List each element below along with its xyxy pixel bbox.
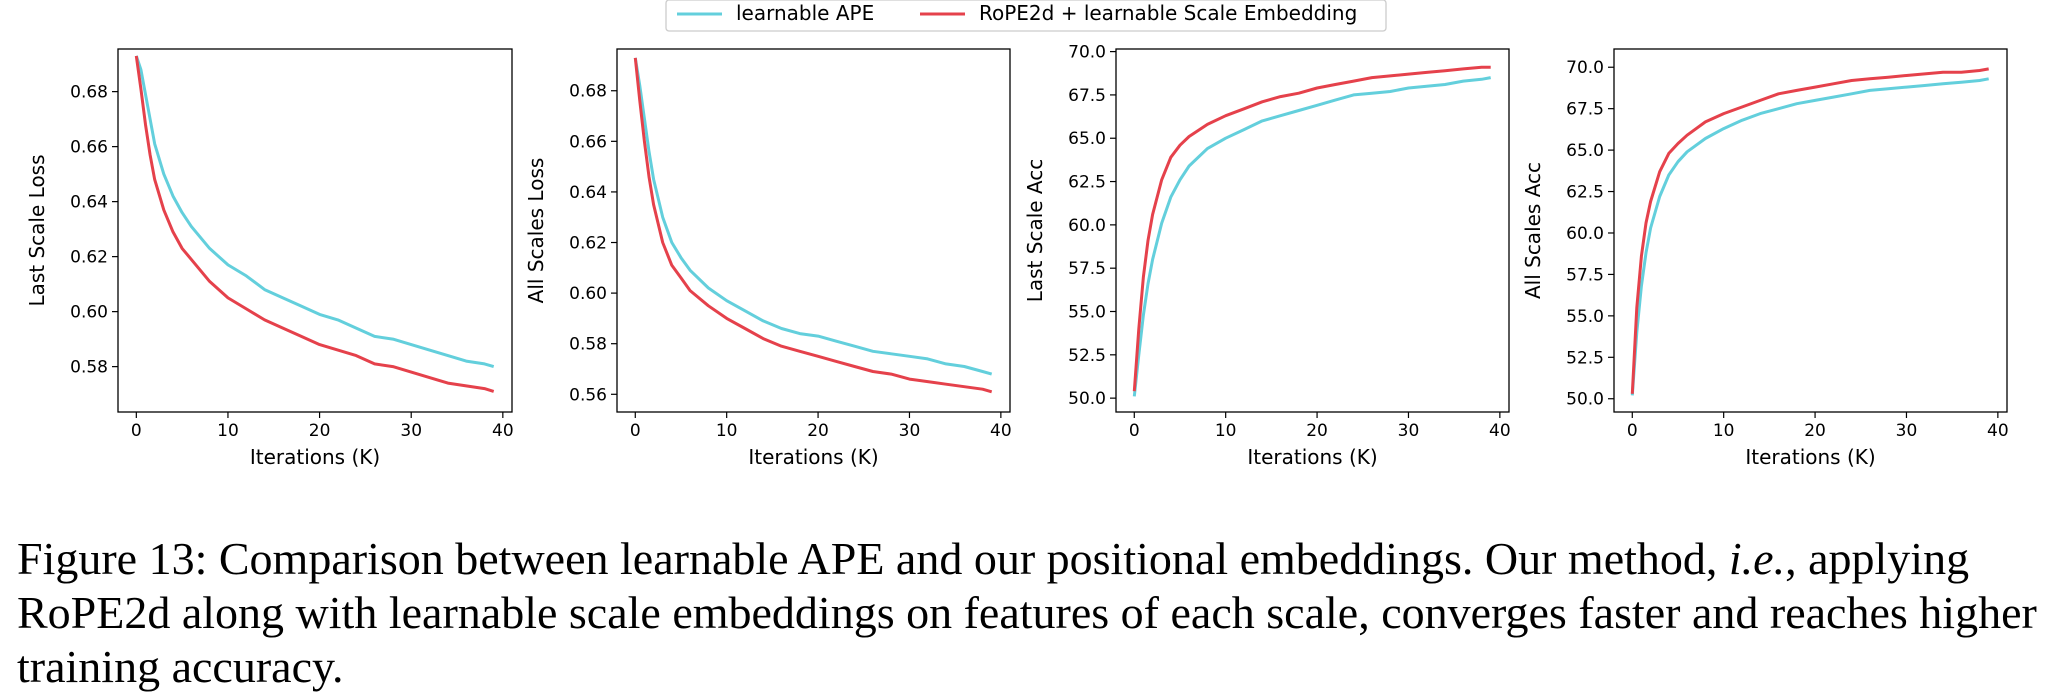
y-tick-label: 55.0 xyxy=(1068,303,1106,323)
y-tick-label: 62.5 xyxy=(1068,173,1106,193)
legend: learnable APE RoPE2d + learnable Scale E… xyxy=(665,0,1387,32)
chart-all-scales-acc: 0 10 20 30 40 50.0 52.5 55.0 57.5 60.0 62.5 65.0 67.… xyxy=(1521,48,2009,469)
series-line-rope2d-learnable-scale-embedding xyxy=(633,57,993,394)
x-tick-label: 30 xyxy=(1398,421,1420,441)
x-axis-label: Iterations (K) xyxy=(748,445,878,469)
y-tick-label: 60.0 xyxy=(1566,224,1604,244)
chart-all-scales-loss: 0 10 20 30 40 0.56 0.58 0.60 0.62 0.64 0.66 0.68 Ite… xyxy=(524,48,1012,469)
y-axis-label: All Scales Loss xyxy=(524,158,548,304)
y-tick-label: 0.56 xyxy=(569,385,607,405)
x-axis-label: Iterations (K) xyxy=(1745,445,1875,469)
chart-panels: 0 10 20 30 40 0.58 0.60 0.62 0.64 0.66 0.68 Iterati… xyxy=(25,43,2009,469)
y-tick-label: 65.0 xyxy=(1068,129,1106,149)
plot-frame xyxy=(1115,48,1510,413)
y-tick-label: 0.62 xyxy=(70,248,108,268)
x-tick-label: 30 xyxy=(899,421,921,441)
series-line-rope2d-learnable-scale-embedding xyxy=(1630,67,1989,394)
y-tick-label: 0.60 xyxy=(70,303,108,323)
y-tick-label: 0.68 xyxy=(569,82,607,102)
y-tick-label: 0.58 xyxy=(569,335,607,355)
y-tick-label: 70.0 xyxy=(1566,58,1604,78)
series-line-rope2d-learnable-scale-embedding xyxy=(1132,65,1491,392)
chart-last-scale-loss: 0 10 20 30 40 0.58 0.60 0.62 0.64 0.66 0.68 Iterati… xyxy=(25,48,514,469)
series-line-learnable-ape xyxy=(134,55,495,369)
series-line-learnable-ape xyxy=(1630,77,1989,396)
y-tick-label: 57.5 xyxy=(1068,259,1106,279)
y-tick-label: 52.5 xyxy=(1068,346,1106,366)
series-line-learnable-ape xyxy=(1132,76,1491,397)
x-tick-label: 40 xyxy=(1987,421,2009,441)
plot-frame xyxy=(117,48,513,413)
y-tick-label: 55.0 xyxy=(1566,307,1604,327)
y-tick-label: 0.64 xyxy=(70,193,108,213)
x-tick-label: 0 xyxy=(131,421,142,441)
caption-emphasis: i.e. xyxy=(1728,533,1786,584)
legend-label-learnable-ape: learnable APE xyxy=(736,1,874,25)
x-tick-label: 10 xyxy=(1713,421,1735,441)
y-tick-label: 67.5 xyxy=(1566,100,1604,120)
y-tick-label: 60.0 xyxy=(1068,216,1106,236)
y-tick-label: 0.58 xyxy=(70,358,108,378)
plot-frame xyxy=(1613,48,2008,413)
legend-label-rope2d: RoPE2d + learnable Scale Embedding xyxy=(979,1,1357,25)
y-tick-label: 50.0 xyxy=(1068,389,1106,409)
x-tick-label: 0 xyxy=(630,421,641,441)
y-axis-label: Last Scale Loss xyxy=(25,154,49,306)
legend-frame xyxy=(665,0,1387,32)
y-tick-label: 52.5 xyxy=(1566,348,1604,368)
x-tick-label: 20 xyxy=(309,421,331,441)
x-tick-label: 20 xyxy=(1306,421,1328,441)
x-tick-label: 10 xyxy=(1215,421,1237,441)
caption-prefix: Figure 13: Comparison between learnable … xyxy=(17,533,1729,584)
y-tick-label: 0.66 xyxy=(70,138,108,158)
y-tick-label: 0.66 xyxy=(569,132,607,152)
y-tick-label: 0.68 xyxy=(70,83,108,103)
figure-caption: Figure 13: Comparison between learnable … xyxy=(17,532,2042,694)
x-tick-label: 30 xyxy=(400,421,422,441)
y-tick-label: 0.64 xyxy=(569,183,607,203)
y-tick-label: 70.0 xyxy=(1068,43,1106,63)
x-tick-label: 30 xyxy=(1896,421,1918,441)
plot-frame xyxy=(616,48,1011,413)
x-tick-label: 10 xyxy=(716,421,738,441)
x-tick-label: 20 xyxy=(807,421,829,441)
x-tick-label: 40 xyxy=(492,421,514,441)
series-line-learnable-ape xyxy=(633,57,993,376)
series-line-rope2d-learnable-scale-embedding xyxy=(134,55,495,393)
y-axis-label: All Scales Acc xyxy=(1521,162,1545,299)
y-tick-label: 65.0 xyxy=(1566,141,1604,161)
x-tick-label: 40 xyxy=(990,421,1012,441)
y-tick-label: 50.0 xyxy=(1566,390,1604,410)
x-tick-label: 40 xyxy=(1489,421,1511,441)
y-axis-label: Last Scale Acc xyxy=(1023,159,1047,303)
y-tick-label: 0.60 xyxy=(569,284,607,304)
x-axis-label: Iterations (K) xyxy=(1247,445,1377,469)
x-tick-label: 0 xyxy=(1129,421,1140,441)
figure: learnable APE RoPE2d + learnable Scale E… xyxy=(25,0,2009,469)
x-axis-label: Iterations (K) xyxy=(250,445,380,469)
x-tick-label: 0 xyxy=(1627,421,1638,441)
x-tick-label: 20 xyxy=(1804,421,1826,441)
y-tick-label: 62.5 xyxy=(1566,183,1604,203)
x-tick-label: 10 xyxy=(217,421,239,441)
chart-last-scale-acc: 0 10 20 30 40 50.0 52.5 55.0 57.5 60.0 62.5 65.0 67.… xyxy=(1023,43,1511,469)
y-tick-label: 0.62 xyxy=(569,234,607,254)
y-tick-label: 57.5 xyxy=(1566,265,1604,285)
y-tick-label: 67.5 xyxy=(1068,86,1106,106)
